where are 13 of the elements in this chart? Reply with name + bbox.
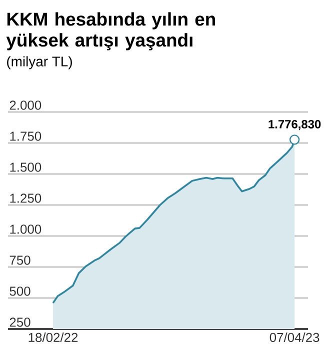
chart-subtitle: (milyar TL) bbox=[7, 56, 72, 70]
y-tick-label: 1.750 bbox=[10, 132, 42, 141]
chart-title: KKM hesabında yılın en yüksek artışı yaşandı bbox=[6, 12, 215, 50]
annotation: 1.776,830 bbox=[268, 120, 321, 130]
y-tick-label: 250 bbox=[10, 318, 30, 327]
x-tick-label: 18/02/22 bbox=[28, 332, 78, 342]
x-tick-label: 07/04/23 bbox=[270, 332, 320, 342]
y-tick-label: 1.250 bbox=[10, 194, 42, 203]
y-tick-label: 500 bbox=[10, 286, 30, 296]
y-tick-label: 2.000 bbox=[10, 100, 42, 110]
y-tick-label: 750 bbox=[10, 256, 30, 265]
y-tick-label: 1.500 bbox=[10, 162, 42, 172]
y-tick-label: 1.000 bbox=[10, 224, 42, 234]
